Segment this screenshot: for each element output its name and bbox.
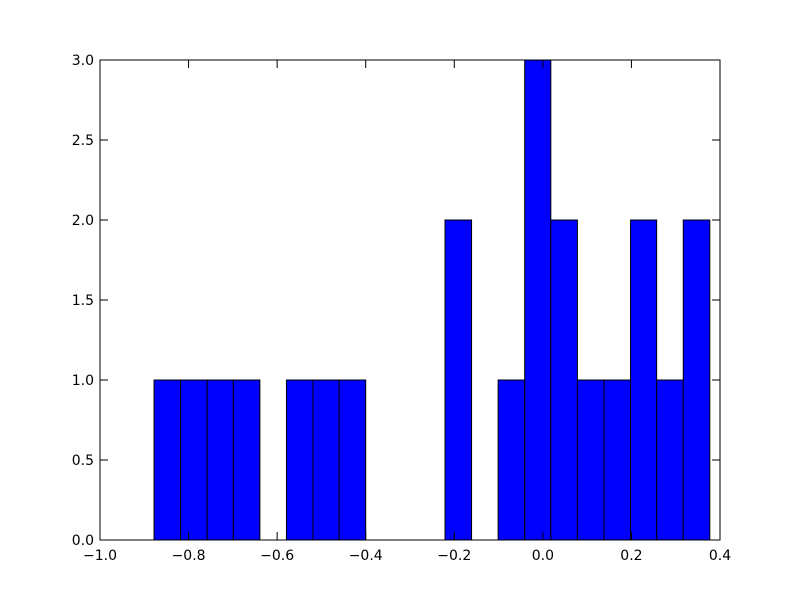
x-tick-label: −1.0 (83, 548, 117, 564)
bar (206, 379, 234, 541)
x-tick-label: 0.4 (709, 548, 731, 564)
x-tick-label: −0.2 (437, 548, 471, 564)
bar (153, 379, 182, 541)
bar (444, 219, 473, 541)
bar (576, 379, 605, 541)
y-tick-label: 2.0 (72, 213, 94, 229)
x-tick-label: −0.6 (260, 548, 294, 564)
bar (603, 379, 632, 541)
bar (630, 219, 658, 541)
bar (656, 379, 684, 541)
bar (524, 59, 552, 541)
bar (682, 219, 711, 541)
y-tick-label: 3.0 (72, 53, 94, 69)
y-tick-label: 2.5 (72, 133, 94, 149)
bar (312, 379, 340, 541)
bar (180, 379, 208, 541)
y-tick-label: 0.0 (72, 533, 94, 549)
x-tick-label: 0.2 (620, 548, 642, 564)
bar (550, 219, 578, 541)
y-tick-label: 0.5 (72, 453, 94, 469)
bar (232, 379, 261, 541)
x-tick-label: −0.4 (349, 548, 383, 564)
y-tick-label: 1.5 (72, 293, 94, 309)
bar (497, 379, 526, 541)
x-tick-label: 0.0 (532, 548, 554, 564)
x-tick-label: −0.8 (172, 548, 206, 564)
bar (338, 379, 367, 541)
y-tick-label: 1.0 (72, 373, 94, 389)
bar (285, 379, 314, 541)
